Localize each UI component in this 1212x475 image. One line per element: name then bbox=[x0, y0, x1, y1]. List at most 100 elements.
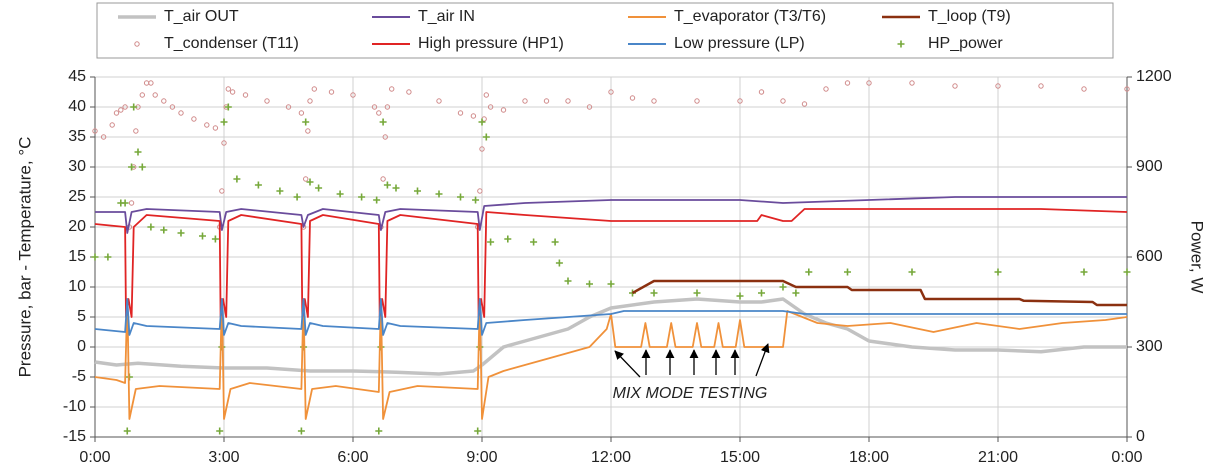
point bbox=[823, 86, 829, 92]
y-tick-label: -15 bbox=[63, 428, 86, 445]
point bbox=[254, 181, 262, 189]
point bbox=[758, 289, 765, 297]
point bbox=[651, 98, 657, 104]
legend-label: T_air OUT bbox=[164, 8, 239, 25]
legend-label: T_loop (T9) bbox=[928, 8, 1011, 25]
x-tick-label: 6:00 bbox=[337, 449, 368, 466]
point bbox=[500, 107, 507, 113]
point bbox=[479, 146, 485, 152]
point bbox=[483, 92, 489, 98]
y-tick-label: 35 bbox=[68, 128, 86, 145]
point bbox=[376, 110, 382, 116]
point bbox=[297, 427, 305, 435]
point bbox=[134, 148, 142, 156]
x-tick-label: 0:00 bbox=[79, 449, 110, 466]
point bbox=[220, 118, 228, 126]
series-line bbox=[95, 196, 1127, 234]
point bbox=[143, 80, 150, 86]
point bbox=[328, 89, 335, 95]
point bbox=[801, 101, 808, 107]
series-line bbox=[94, 297, 1127, 376]
point bbox=[474, 427, 482, 435]
annotation-arrows bbox=[614, 343, 770, 378]
point bbox=[161, 98, 167, 104]
point bbox=[233, 175, 241, 183]
point bbox=[457, 193, 464, 201]
y-tick-label: 20 bbox=[68, 218, 86, 235]
point bbox=[177, 229, 185, 237]
y-tick-label: -10 bbox=[63, 398, 86, 415]
point bbox=[406, 89, 412, 95]
y-tick-label: 10 bbox=[68, 278, 86, 295]
point bbox=[1123, 268, 1131, 276]
legend-box bbox=[96, 2, 1114, 59]
point bbox=[130, 103, 138, 111]
point bbox=[608, 89, 614, 95]
x-tick-label: 21:00 bbox=[978, 449, 1018, 466]
point bbox=[380, 176, 386, 182]
x-tick-label: 0:00 bbox=[1111, 449, 1142, 466]
point bbox=[375, 427, 383, 435]
point bbox=[629, 95, 636, 101]
x-tick-label: 3:00 bbox=[208, 449, 239, 466]
point bbox=[128, 163, 136, 171]
series-line bbox=[94, 208, 1128, 318]
point bbox=[221, 140, 227, 146]
point bbox=[551, 238, 559, 246]
point bbox=[435, 190, 443, 198]
point bbox=[482, 133, 490, 141]
point bbox=[1124, 86, 1130, 92]
point bbox=[994, 268, 1002, 276]
point bbox=[736, 292, 744, 300]
legend-swatch bbox=[897, 40, 905, 48]
point bbox=[225, 86, 232, 92]
point bbox=[104, 253, 112, 261]
point bbox=[866, 80, 872, 86]
point bbox=[909, 80, 915, 86]
point bbox=[219, 188, 225, 194]
point bbox=[224, 103, 232, 111]
y-tick-label: 25 bbox=[68, 188, 86, 205]
point bbox=[276, 187, 284, 195]
legend-label: Low pressure (LP) bbox=[674, 35, 805, 52]
point bbox=[204, 122, 210, 128]
point bbox=[779, 283, 787, 291]
point bbox=[607, 280, 615, 288]
point bbox=[392, 184, 400, 192]
point bbox=[123, 427, 131, 435]
y-axis-label: Pressure, bar - Temperature, °C bbox=[15, 137, 34, 378]
point bbox=[152, 92, 158, 98]
point bbox=[91, 253, 99, 261]
y-tick-label: 45 bbox=[68, 68, 86, 85]
y2-axis-label: Power, W bbox=[1188, 221, 1207, 294]
point bbox=[472, 196, 480, 204]
point bbox=[293, 193, 301, 201]
y2-tick-label: 1200 bbox=[1136, 68, 1172, 85]
annotation: MIX MODE TESTING bbox=[613, 385, 768, 402]
point bbox=[212, 125, 219, 131]
point bbox=[650, 289, 658, 297]
point bbox=[586, 280, 593, 288]
y-tick-label: 5 bbox=[77, 308, 86, 325]
point bbox=[121, 199, 129, 207]
point bbox=[522, 98, 528, 104]
point bbox=[487, 238, 495, 246]
series-line bbox=[94, 298, 1128, 420]
point bbox=[805, 268, 813, 276]
arrow bbox=[755, 343, 770, 377]
point bbox=[436, 98, 442, 104]
point bbox=[1080, 268, 1088, 276]
point bbox=[311, 86, 317, 92]
point bbox=[305, 128, 311, 134]
point bbox=[264, 98, 270, 104]
point bbox=[199, 232, 206, 240]
point bbox=[350, 92, 356, 98]
x-tick-label: 12:00 bbox=[591, 449, 631, 466]
x-tick-label: 18:00 bbox=[849, 449, 889, 466]
point bbox=[139, 92, 146, 98]
arrow bbox=[614, 350, 641, 378]
point bbox=[543, 98, 550, 104]
point bbox=[382, 134, 388, 140]
point bbox=[178, 110, 184, 116]
